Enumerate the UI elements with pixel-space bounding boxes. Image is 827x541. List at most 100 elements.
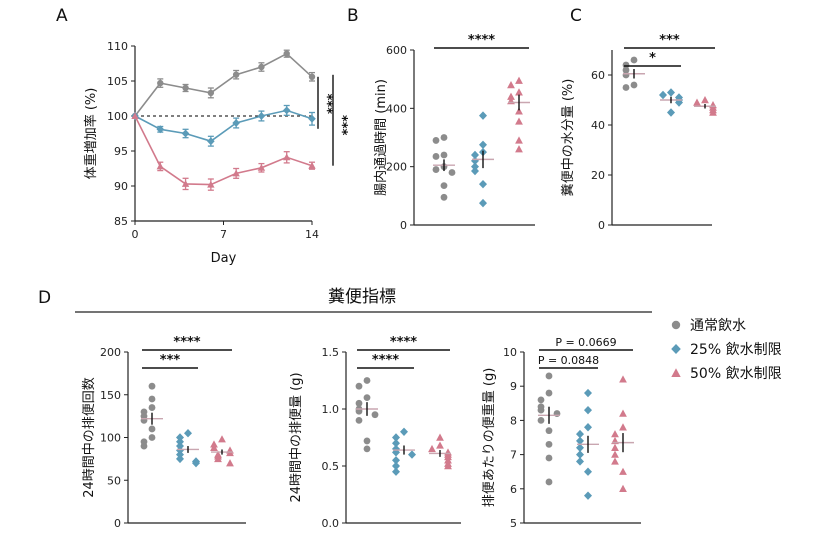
b-data-point xyxy=(471,150,479,160)
b-y-tick-label: 200 xyxy=(386,161,407,174)
b-data-point xyxy=(479,179,487,189)
d1-data-point xyxy=(148,434,156,441)
a-y-tick-label: 95 xyxy=(114,145,128,158)
a-point xyxy=(156,125,165,134)
a-y-tick-label: 105 xyxy=(107,75,128,88)
a-point xyxy=(283,153,291,161)
a-point xyxy=(308,114,316,123)
b-data-point xyxy=(479,140,487,149)
c-y-tick-label: 0 xyxy=(598,219,605,232)
d3-data-point xyxy=(619,423,627,431)
d3-data-point xyxy=(576,450,584,459)
a-point xyxy=(308,161,316,169)
d2-comparison-label: **** xyxy=(372,353,399,368)
d1-data-point xyxy=(148,395,156,403)
d2-y-tick-label: 0.5 xyxy=(322,460,340,473)
b-data-point xyxy=(507,81,515,89)
d2-data-point xyxy=(355,417,363,424)
legend-marker xyxy=(671,368,681,377)
d3-data-point xyxy=(584,423,592,432)
d3-data-point xyxy=(576,436,584,446)
d2-data-point xyxy=(428,444,436,453)
d2-comparison-label: **** xyxy=(390,335,417,350)
b-data-point xyxy=(440,193,448,201)
b-data-point xyxy=(515,136,523,144)
a-sig-label: *** xyxy=(334,115,349,136)
b-data-point xyxy=(507,92,515,100)
b-data-point xyxy=(479,111,487,120)
a-series-line xyxy=(134,52,313,117)
c-comparison-label: *** xyxy=(659,33,680,48)
d2-data-point xyxy=(355,399,363,407)
d3-data-point xyxy=(619,375,627,383)
d3-y-tick-label: 5 xyxy=(510,517,517,530)
b-data-point xyxy=(515,107,523,115)
legend-marker xyxy=(671,320,681,330)
d3-data-point xyxy=(584,491,592,500)
d2-data-point xyxy=(392,456,400,465)
d1-comparison-label: **** xyxy=(173,335,200,350)
d3-data-point xyxy=(545,372,553,380)
a-point xyxy=(257,164,266,171)
d3-y-tick-label: 8 xyxy=(510,414,517,427)
c-y-axis-label: 糞便中の水分量 (%) xyxy=(561,79,576,197)
b-data-point xyxy=(440,182,448,190)
b-comparison-label: **** xyxy=(468,33,495,48)
c-data-point xyxy=(701,96,709,104)
b-data-point xyxy=(440,151,448,159)
d1-data-point xyxy=(218,435,226,443)
d1-data-point xyxy=(176,433,184,442)
d1-data-point xyxy=(148,404,156,411)
legend-label: 通常飲水 xyxy=(690,318,746,334)
d1-y-tick-label: 150 xyxy=(100,389,121,402)
a-x-tick-label: 7 xyxy=(220,228,227,241)
c-data-point xyxy=(622,66,630,74)
c-data-point xyxy=(622,84,630,91)
d3-data-point xyxy=(537,417,545,424)
a-point xyxy=(258,63,265,71)
d3-y-tick-label: 7 xyxy=(510,449,517,462)
a-series-line xyxy=(134,115,313,186)
d3-data-point xyxy=(611,443,619,451)
b-data-point xyxy=(440,134,448,141)
a-y-tick-label: 100 xyxy=(107,110,128,123)
legend-label: 50% 飲水制限 xyxy=(690,366,782,382)
b-data-point xyxy=(515,117,523,125)
b-data-point xyxy=(515,76,523,84)
c-data-point xyxy=(667,108,675,117)
d1-data-point xyxy=(226,459,234,467)
d3-data-point xyxy=(584,467,592,476)
d3-data-point xyxy=(537,406,545,414)
a-point xyxy=(207,89,215,97)
d2-y-axis-label: 24時間中の排便量 (g) xyxy=(289,372,304,502)
panel-letter-c: C xyxy=(570,6,582,26)
b-data-point xyxy=(479,198,487,208)
a-series-line xyxy=(134,109,313,143)
d2-data-point xyxy=(444,462,452,470)
d1-data-point xyxy=(176,450,184,459)
d3-data-point xyxy=(619,409,627,417)
a-point xyxy=(232,119,240,127)
a-point xyxy=(207,137,215,146)
a-y-tick-label: 90 xyxy=(114,180,128,193)
d3-data-point xyxy=(545,454,553,462)
d3-y-tick-label: 9 xyxy=(510,380,517,393)
d3-y-tick-label: 10 xyxy=(503,346,517,359)
legend-marker xyxy=(671,344,681,354)
d3-data-point xyxy=(611,450,619,458)
c-y-tick-label: 40 xyxy=(591,119,605,132)
d3-data-point xyxy=(584,388,592,398)
d1-y-tick-label: 200 xyxy=(100,346,121,359)
d3-y-tick-label: 6 xyxy=(510,483,517,496)
a-x-tick-label: 0 xyxy=(132,228,139,241)
d3-data-point xyxy=(545,440,553,448)
a-point xyxy=(283,50,290,57)
a-point xyxy=(157,79,164,87)
d1-data-point xyxy=(176,446,184,455)
a-point xyxy=(181,180,190,187)
d1-data-point xyxy=(176,441,184,451)
d2-y-tick-label: 1.5 xyxy=(322,346,340,359)
c-data-point xyxy=(622,71,630,79)
